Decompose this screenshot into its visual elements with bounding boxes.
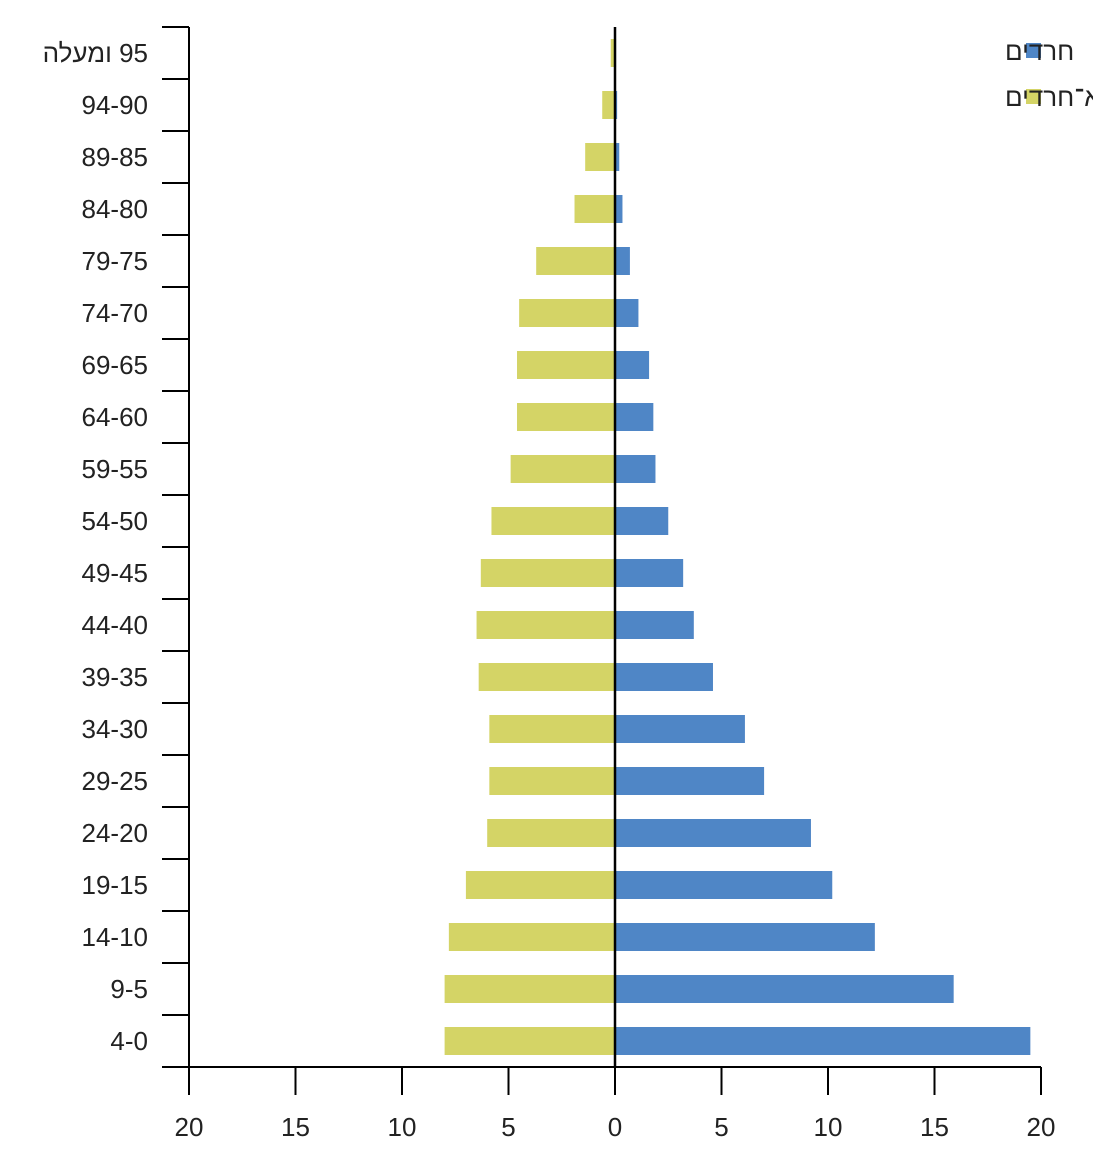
bar-haredi-3: [615, 871, 833, 899]
bar-haredi-8: [615, 611, 694, 639]
category-label: 24-20: [82, 818, 149, 848]
bar-non-haredi-9: [480, 559, 615, 587]
legend-label: יהודים לא־חרדים: [1005, 82, 1093, 112]
bar-non-haredi-18: [602, 91, 615, 119]
legend-swatch-haredi: [1026, 43, 1041, 58]
bar-haredi-1: [615, 975, 954, 1003]
x-tick-label: 20: [175, 1112, 204, 1142]
bar-haredi-9: [615, 559, 684, 587]
bar-non-haredi-10: [491, 507, 615, 535]
labels-group: 20 15 10 5 0 5 10 15 20 4-0 9-5 14-10 19-15 24-20 29-2…: [43, 38, 1056, 1142]
category-label: 84-80: [82, 194, 149, 224]
category-label: 49-45: [82, 558, 149, 588]
bar-non-haredi-0: [444, 1027, 615, 1055]
category-label: 69-65: [82, 350, 149, 380]
axes-group: [162, 26, 1042, 1095]
bar-haredi-15: [615, 247, 630, 275]
bar-non-haredi-4: [487, 819, 615, 847]
category-label: 9-5: [110, 974, 148, 1004]
bar-non-haredi-17: [585, 143, 615, 171]
bar-non-haredi-19: [610, 39, 615, 67]
category-label: 54-50: [82, 506, 149, 536]
bar-non-haredi-15: [536, 247, 615, 275]
x-tick-label: 10: [814, 1112, 843, 1142]
bar-haredi-13: [615, 351, 650, 379]
bar-haredi-2: [615, 923, 875, 951]
bar-non-haredi-12: [517, 403, 615, 431]
category-label: 74-70: [82, 298, 149, 328]
x-tick-label: 15: [920, 1112, 949, 1142]
category-label: 39-35: [82, 662, 149, 692]
bar-non-haredi-3: [465, 871, 615, 899]
x-tick-label: 15: [281, 1112, 310, 1142]
legend: חרדים יהודים לא־חרדים: [1005, 36, 1093, 112]
category-label: 95 ומעלה: [43, 38, 148, 68]
bar-haredi-4: [615, 819, 811, 847]
x-tick-label: 10: [388, 1112, 417, 1142]
bar-haredi-16: [615, 195, 623, 223]
category-label: 34-30: [82, 714, 149, 744]
bars-group: [444, 39, 1031, 1055]
bar-non-haredi-6: [489, 715, 615, 743]
bar-haredi-17: [615, 143, 620, 171]
x-tick-label: 5: [714, 1112, 728, 1142]
bar-non-haredi-14: [519, 299, 615, 327]
category-label: 44-40: [82, 610, 149, 640]
bar-haredi-5: [615, 767, 765, 795]
bar-non-haredi-11: [510, 455, 615, 483]
x-tick-label: 20: [1027, 1112, 1056, 1142]
category-label: 29-25: [82, 766, 149, 796]
bar-haredi-11: [615, 455, 656, 483]
bar-non-haredi-13: [517, 351, 615, 379]
category-label: 94-90: [82, 90, 149, 120]
category-label: 19-15: [82, 870, 149, 900]
bar-haredi-12: [615, 403, 654, 431]
bar-non-haredi-1: [444, 975, 615, 1003]
x-tick-label: 5: [501, 1112, 515, 1142]
category-label: 64-60: [82, 402, 149, 432]
bar-haredi-14: [615, 299, 639, 327]
category-label: 14-10: [82, 922, 149, 952]
category-label: 59-55: [82, 454, 149, 484]
bar-haredi-10: [615, 507, 669, 535]
bar-haredi-0: [615, 1027, 1031, 1055]
category-label: 4-0: [110, 1026, 148, 1056]
bar-non-haredi-16: [574, 195, 615, 223]
category-label: 79-75: [82, 246, 149, 276]
bar-non-haredi-7: [478, 663, 615, 691]
legend-swatch-non-haredi: [1026, 89, 1041, 104]
bar-haredi-6: [615, 715, 745, 743]
bar-non-haredi-8: [476, 611, 615, 639]
bar-non-haredi-2: [448, 923, 615, 951]
x-tick-label: 0: [608, 1112, 622, 1142]
legend-label: חרדים: [1005, 36, 1074, 66]
bar-non-haredi-5: [489, 767, 615, 795]
category-label: 89-85: [82, 142, 149, 172]
bar-haredi-7: [615, 663, 713, 691]
